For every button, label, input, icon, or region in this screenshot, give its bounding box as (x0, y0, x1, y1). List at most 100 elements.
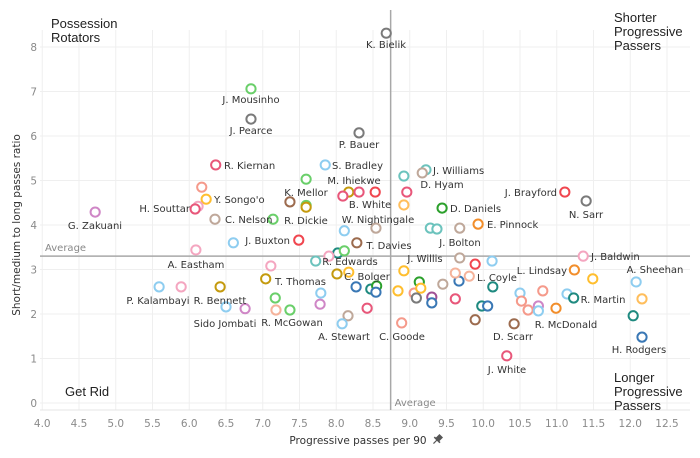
data-point (338, 225, 350, 237)
data-point (220, 301, 232, 313)
x-tick-label: 9.0 (401, 418, 418, 430)
data-point (370, 222, 382, 234)
quadrant-labels: PossessionRotatorsShorterProgressivePass… (51, 10, 683, 413)
data-point (580, 195, 592, 207)
data-point (269, 292, 281, 304)
average-label-y: Average (45, 243, 86, 254)
point-label: T. Davies (365, 241, 411, 252)
data-point (336, 318, 348, 330)
data-point (449, 267, 461, 279)
x-tick-label: 8.5 (365, 418, 382, 430)
data-point (351, 237, 363, 249)
data-point (487, 281, 499, 293)
data-point (284, 196, 296, 208)
data-point (343, 266, 355, 278)
data-point (353, 127, 365, 139)
point-label: R. Edwards (322, 257, 377, 268)
points (89, 27, 648, 362)
data-point (300, 173, 312, 185)
y-tick-label: 5 (30, 176, 37, 188)
point-label: J. Mousinho (221, 95, 279, 106)
data-point (284, 304, 296, 316)
quadrant-label-top-right: Shorter (614, 10, 657, 25)
x-tick-label: 5.5 (144, 418, 161, 430)
data-point (627, 310, 639, 322)
x-tick-label: 4.5 (71, 418, 88, 430)
data-point (380, 27, 392, 39)
point-label: D. Hyam (420, 180, 463, 191)
data-point (436, 202, 448, 214)
point-label: J. Pearce (229, 126, 273, 137)
data-point (515, 295, 528, 307)
data-point (449, 293, 461, 305)
point-label: L. Coyle (477, 273, 517, 284)
x-axis-title: Progressive passes per 90 (289, 435, 426, 447)
point-label: J. Bolton (438, 238, 480, 249)
quadrant-label-top-right: Progressive (614, 24, 683, 39)
data-point (270, 304, 282, 316)
quadrant-label-top-left: Possession (51, 16, 117, 31)
data-point (245, 83, 257, 95)
x-tick-label: 10.5 (508, 418, 531, 430)
data-point (630, 276, 642, 288)
grid (40, 30, 690, 411)
data-point (245, 113, 257, 125)
data-point (89, 206, 101, 218)
data-point (300, 201, 312, 213)
x-tick-label: 5.0 (107, 418, 124, 430)
pin-icon[interactable] (431, 433, 444, 446)
data-point (577, 250, 589, 262)
data-point (267, 213, 279, 225)
data-point (323, 250, 335, 262)
point-label: T. Thomas (274, 277, 326, 288)
data-point (396, 317, 408, 329)
point-label: K. Mellor (284, 188, 328, 199)
data-point (431, 223, 443, 235)
data-point (416, 167, 428, 179)
point-label: C. Goode (379, 332, 425, 343)
quadrant-label-top-left: Rotators (51, 30, 101, 45)
data-point (454, 222, 466, 234)
tick-labels: 4.0 4.5 5.0 5.5 6.0 6.5 7.0 7.5 8.0 8.5 9.0 9.5 10.0… (30, 42, 678, 430)
point-label: R. Martin (581, 295, 626, 306)
data-point (319, 159, 331, 171)
point-label: M. Ihiekwe (327, 176, 380, 187)
data-point (190, 244, 202, 256)
point-label: J. Buxton (244, 236, 290, 247)
data-point (532, 305, 544, 317)
point-label: P. Kalambayi (126, 296, 189, 307)
point-label: A. Eastham (168, 260, 225, 271)
data-point (550, 302, 562, 314)
point-label: H. Souttar (139, 204, 190, 215)
x-tick-label: 6.5 (218, 418, 235, 430)
data-point (369, 186, 381, 198)
data-point (350, 281, 362, 293)
data-point (472, 218, 484, 230)
point-label: E. Pinnock (487, 220, 539, 231)
point-label: R. McGowan (261, 318, 323, 329)
data-point (415, 282, 427, 294)
data-point (463, 270, 475, 282)
point-label: S. Bradley (332, 161, 383, 172)
y-tick-label: 8 (30, 42, 37, 54)
point-label: J. Brayford (504, 188, 557, 199)
point-label: G. Zakuani (68, 221, 122, 232)
quadrant-label-bottom-right: Longer (614, 370, 655, 385)
data-point (398, 199, 410, 211)
x-tick-label: 9.5 (438, 418, 455, 430)
data-point (314, 298, 326, 310)
data-point (401, 186, 413, 198)
data-point (214, 281, 226, 293)
y-axis-title: Short/medium to long passes ratio (11, 134, 23, 316)
data-point (437, 278, 449, 290)
data-point (482, 300, 494, 312)
data-point (568, 292, 580, 304)
data-point (559, 186, 571, 198)
data-point (227, 237, 239, 249)
point-label: R. Kiernan (224, 161, 275, 172)
data-point (636, 331, 648, 343)
x-tick-label: 11.0 (545, 418, 568, 430)
data-point (200, 193, 212, 205)
y-tick-label: 7 (30, 87, 37, 99)
point-label: R. McDonald (535, 320, 598, 331)
